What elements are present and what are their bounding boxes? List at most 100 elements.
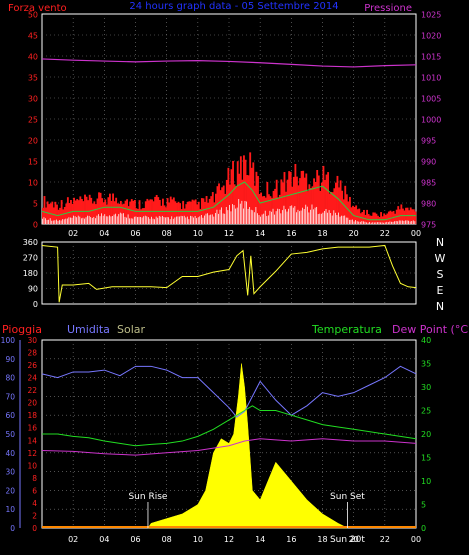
x-tick-label: 00 — [411, 229, 421, 238]
wind-gust-bar — [236, 161, 239, 224]
wind-average-bar — [149, 218, 151, 224]
wind-average-bar — [45, 218, 46, 224]
wind-average-bar — [334, 212, 336, 224]
wind-gust-bar — [306, 191, 309, 224]
temperature-tick-label: 0 — [421, 524, 426, 533]
wind-gust-bar — [252, 162, 255, 224]
wind-gust-bar — [324, 179, 326, 224]
x-tick-label: 16 — [286, 229, 296, 238]
x-tick-label: 02 — [68, 535, 78, 544]
wind-average-bar — [157, 217, 159, 224]
wind-gust-bar — [51, 201, 54, 224]
right-tick-label: 1010 — [421, 74, 441, 83]
x-tick-label: 10 — [193, 535, 203, 544]
wind-average-bar — [183, 215, 185, 224]
temperature-tick-label: 5 — [421, 501, 426, 510]
wind-average-bar — [101, 213, 102, 224]
wind-average-bar — [218, 213, 219, 224]
wind-average-bar — [199, 216, 201, 224]
wind-pressure-chart: Forza vento 24 hours graph data - 05 Set… — [8, 1, 441, 238]
wind-average-bar — [46, 219, 48, 224]
wind-average-bar — [342, 215, 344, 224]
wind-average-bar — [54, 220, 56, 224]
wind-average-bar — [73, 215, 74, 224]
wind-gust-bar — [261, 196, 264, 224]
wind-average-bar — [211, 214, 213, 224]
wind-gust-bar — [221, 187, 224, 224]
wind-average-bar — [196, 218, 198, 224]
left-tick-label: 10 — [28, 179, 38, 188]
wind-gust-bar — [289, 171, 292, 224]
right-tick-label: 985 — [421, 179, 436, 188]
wind-gust-bar — [211, 192, 214, 224]
left-tick-label: 35 — [28, 74, 38, 83]
wind-gust-bar — [394, 213, 397, 224]
wind-average-bar — [204, 215, 205, 224]
wind-average-bar — [104, 214, 106, 224]
wind-average-bar — [325, 209, 327, 224]
wind-average-bar — [336, 215, 338, 224]
wind-gust-bar — [344, 185, 347, 224]
wind-average-bar — [233, 205, 235, 224]
wind-average-bar — [91, 217, 93, 224]
wind-gust-bar — [57, 209, 60, 224]
wind-average-bar — [375, 222, 377, 224]
wind-average-bar — [320, 213, 322, 224]
wind-average-bar — [52, 220, 54, 224]
wind-average-bar — [123, 213, 124, 224]
wind-gust-bar — [176, 202, 178, 224]
wind-average-bar — [121, 213, 123, 224]
wind-average-bar — [109, 215, 110, 224]
wind-average-bar — [42, 218, 43, 224]
wind-gust-bar — [113, 201, 116, 224]
solar-area — [147, 363, 348, 529]
wind-average-bar — [324, 210, 325, 224]
wind-average-bar — [291, 205, 293, 224]
wind-gust-bar — [200, 198, 203, 224]
wind-gust-bar — [333, 188, 336, 224]
wind-average-bar — [51, 220, 53, 224]
wind-average-bar — [353, 221, 355, 224]
wind-gust-bar — [96, 198, 99, 224]
wind-gust-bar — [233, 184, 236, 224]
wind-gust-bar — [63, 206, 66, 224]
wind-average-bar — [253, 212, 255, 224]
wind-average-bar — [99, 216, 101, 224]
direction-tick-label: 270 — [23, 254, 38, 263]
wind-average-bar — [314, 207, 316, 224]
wind-gust-bar — [414, 211, 417, 224]
wind-average-bar — [352, 219, 353, 224]
wind-average-bar — [378, 222, 380, 224]
wind-average-bar — [116, 216, 118, 224]
wind-gust-bar — [118, 203, 121, 224]
wind-gust-bar — [305, 173, 308, 224]
wind-average-bar — [113, 214, 115, 224]
wind-average-bar — [200, 214, 202, 224]
wind-gust-bar — [322, 165, 325, 224]
wind-gust-bar — [182, 200, 185, 224]
wind-average-bar — [264, 210, 266, 224]
wind-average-bar — [197, 217, 199, 224]
wind-gust-bar — [338, 187, 340, 224]
wind-average-bar — [76, 217, 78, 224]
wind-average-bar — [207, 213, 208, 224]
humidity-tick-label: 90 — [5, 355, 15, 364]
x-tick-label: 20 — [349, 229, 359, 238]
wind-gust-bar — [188, 201, 191, 224]
wind-gust-bar — [375, 213, 378, 224]
wind-gust-bar — [52, 207, 55, 224]
wind-gust-bar — [291, 186, 294, 224]
wind-average-bar — [135, 216, 137, 224]
wind-average-bar — [305, 204, 307, 224]
wind-average-bar — [297, 209, 299, 224]
wind-gust-bar — [137, 208, 139, 224]
temperature-tick-label: 20 — [421, 430, 431, 439]
wind-average-bar — [90, 217, 92, 224]
wind-average-bar — [66, 218, 68, 224]
wind-average-bar — [163, 217, 165, 224]
temperature-tick-label: 10 — [421, 477, 431, 486]
wind-average-bar — [383, 222, 385, 224]
wind-gust-bar — [74, 200, 77, 224]
legend-temperature: Temperatura — [311, 323, 382, 336]
wind-gust-bar — [266, 181, 269, 224]
